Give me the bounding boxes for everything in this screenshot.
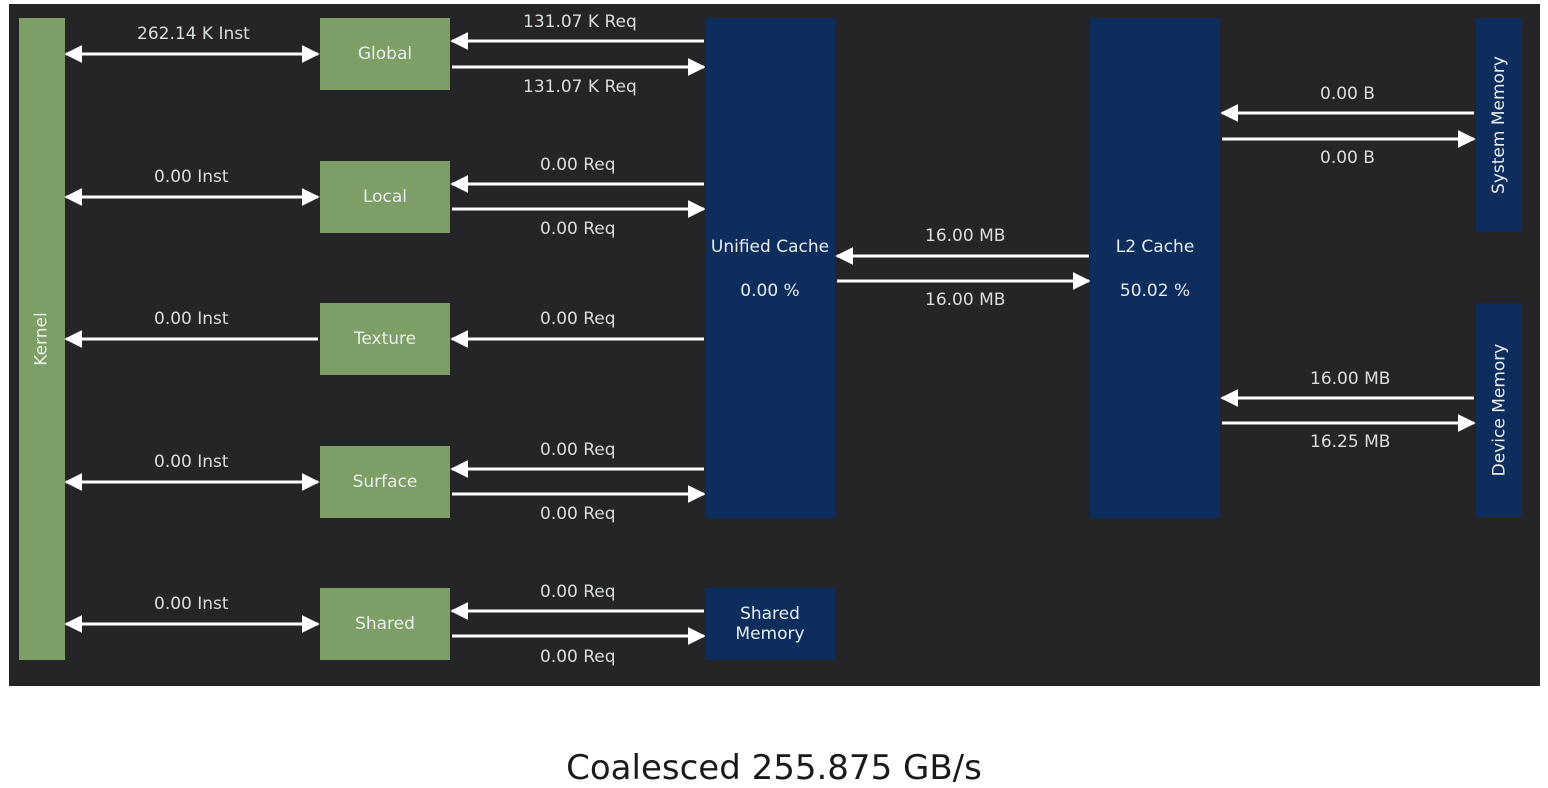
l2-cache-label: L2 Cache xyxy=(1115,237,1195,257)
surface-label: Surface xyxy=(352,472,418,492)
devmem-top-label: 16.00 MB xyxy=(1310,369,1391,389)
surface-req-bottom-label: 0.00 Req xyxy=(540,504,616,524)
local-box: Local xyxy=(320,161,450,233)
surface-req-top-label: 0.00 Req xyxy=(540,440,616,460)
unified-to-l2-label: 16.00 MB xyxy=(925,290,1006,310)
unified-cache-label: Unified Cache xyxy=(710,237,830,257)
devmem-bottom-label: 16.25 MB xyxy=(1310,432,1391,452)
surface-box: Surface xyxy=(320,446,450,518)
device-memory-label: Device Memory xyxy=(1489,343,1509,477)
global-label: Global xyxy=(357,44,413,64)
unified-cache-hit-rate: 0.00 % xyxy=(740,281,800,301)
shared-memory-label: Shared Memory xyxy=(735,604,805,644)
local-req-bottom-label: 0.00 Req xyxy=(540,219,616,239)
texture-box: Texture xyxy=(320,303,450,375)
texture-label: Texture xyxy=(353,329,417,349)
shared-label: Shared xyxy=(355,614,415,634)
l2-to-unified-label: 16.00 MB xyxy=(925,226,1006,246)
kernel-box: Kernel xyxy=(19,18,65,660)
texture-req-label: 0.00 Req xyxy=(540,309,616,329)
kernel-label: Kernel xyxy=(32,312,53,366)
l2-cache-hit-rate: 50.02 % xyxy=(1119,281,1191,301)
global-req-top-label: 131.07 K Req xyxy=(523,12,637,32)
system-memory-box: System Memory xyxy=(1476,18,1522,232)
global-req-bottom-label: 131.07 K Req xyxy=(523,77,637,97)
device-memory-box: Device Memory xyxy=(1476,303,1522,517)
global-inst-label: 262.14 K Inst xyxy=(137,24,250,44)
shared-inst-label: 0.00 Inst xyxy=(154,594,229,614)
shared-req-bottom-label: 0.00 Req xyxy=(540,647,616,667)
shared-memory-box: Shared Memory xyxy=(705,588,835,660)
l2-cache-box: L2 Cache 50.02 % xyxy=(1090,18,1220,518)
global-box: Global xyxy=(320,18,450,90)
texture-inst-label: 0.00 Inst xyxy=(154,309,229,329)
shared-box: Shared xyxy=(320,588,450,660)
surface-inst-label: 0.00 Inst xyxy=(154,452,229,472)
caption: Coalesced 255.875 GB/s xyxy=(566,748,982,788)
sysmem-bottom-label: 0.00 B xyxy=(1320,148,1375,168)
local-req-top-label: 0.00 Req xyxy=(540,155,616,175)
local-label: Local xyxy=(362,187,408,207)
sysmem-top-label: 0.00 B xyxy=(1320,84,1375,104)
system-memory-label: System Memory xyxy=(1489,56,1509,194)
unified-cache-box: Unified Cache 0.00 % xyxy=(705,18,835,518)
shared-req-top-label: 0.00 Req xyxy=(540,582,616,602)
local-inst-label: 0.00 Inst xyxy=(154,167,229,187)
